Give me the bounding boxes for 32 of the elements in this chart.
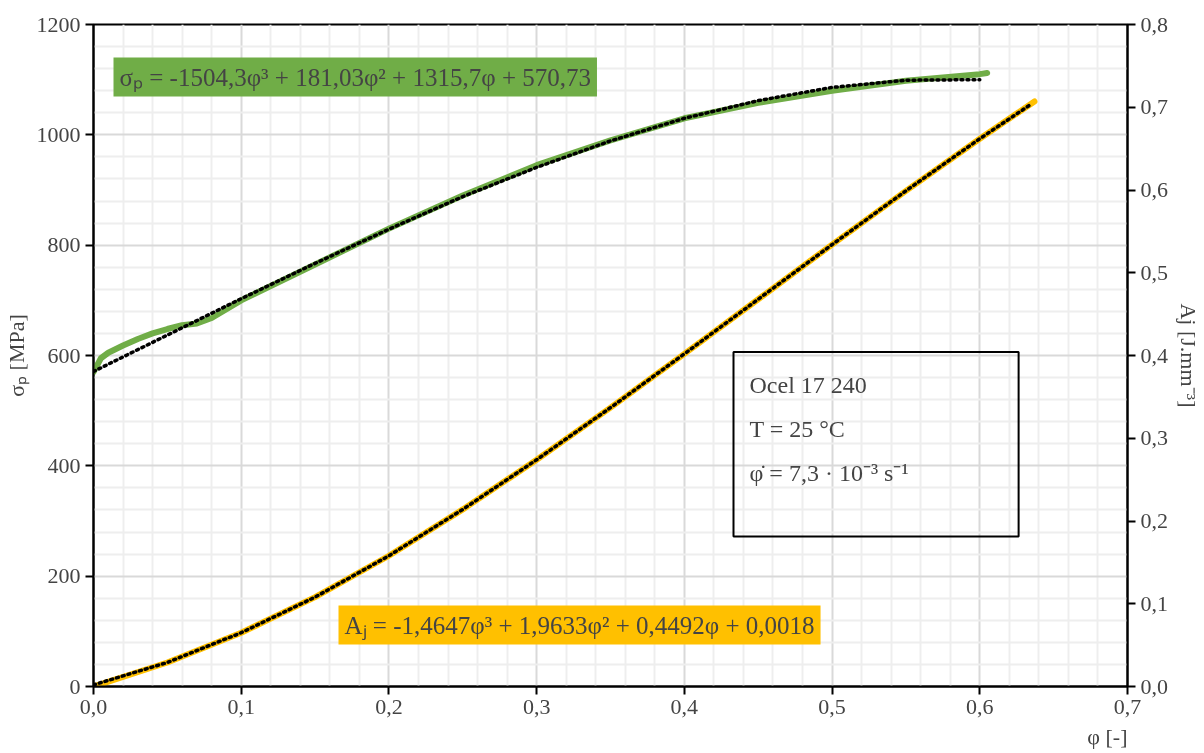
annotation: σₚ = -1504,3φ³ + 181,03φ² + 1315,7φ + 570,73	[119, 63, 591, 92]
y2-tick-label: 0,5	[1140, 259, 1168, 285]
x-tick-label: 0,0	[79, 693, 108, 719]
x-tick-label: 0,1	[227, 693, 255, 719]
y2-tick-label: 0,2	[1140, 508, 1168, 533]
y2-tick-label: 0,8	[1140, 11, 1168, 37]
x-tick-label: 0,7	[1113, 693, 1142, 719]
annotation: φ̇ = 7,3 · 10⁻³ s⁻¹	[749, 460, 909, 487]
x-tick-label: 0,3	[522, 693, 551, 719]
y2-axis-title: Aj [J.mm⁻³]	[1176, 303, 1201, 408]
y-tick-label: 800	[47, 232, 81, 258]
x-tick-label: 0,6	[966, 693, 994, 719]
y2-tick-label: 0,0	[1140, 673, 1168, 699]
y2-tick-label: 0,3	[1140, 425, 1168, 451]
y-tick-label: 1200	[36, 11, 81, 37]
annotation: Aⱼ = -1,4647φ³ + 1,9633φ² + 0,4492φ + 0,0018	[344, 611, 815, 640]
y2-tick-label: 0,7	[1140, 94, 1168, 120]
x-axis-title: φ [-]	[1087, 723, 1128, 749]
annotation: Ocel 17 240	[749, 372, 867, 399]
y-tick-label: 0	[69, 673, 81, 699]
y2-tick-label: 0,6	[1140, 177, 1168, 202]
y-tick-label: 1000	[36, 121, 81, 147]
x-tick-label: 0,2	[375, 693, 403, 719]
y-tick-label: 600	[47, 342, 81, 368]
y-tick-label: 400	[47, 452, 81, 478]
y-tick-label: 200	[47, 563, 81, 589]
y-axis-title: σₚ [MPa]	[3, 314, 30, 397]
y2-tick-label: 0,1	[1140, 590, 1168, 616]
annotation: T = 25 °C	[749, 416, 845, 443]
x-tick-label: 0,4	[670, 693, 699, 719]
y2-tick-label: 0,4	[1140, 342, 1168, 368]
x-tick-label: 0,5	[818, 693, 846, 719]
